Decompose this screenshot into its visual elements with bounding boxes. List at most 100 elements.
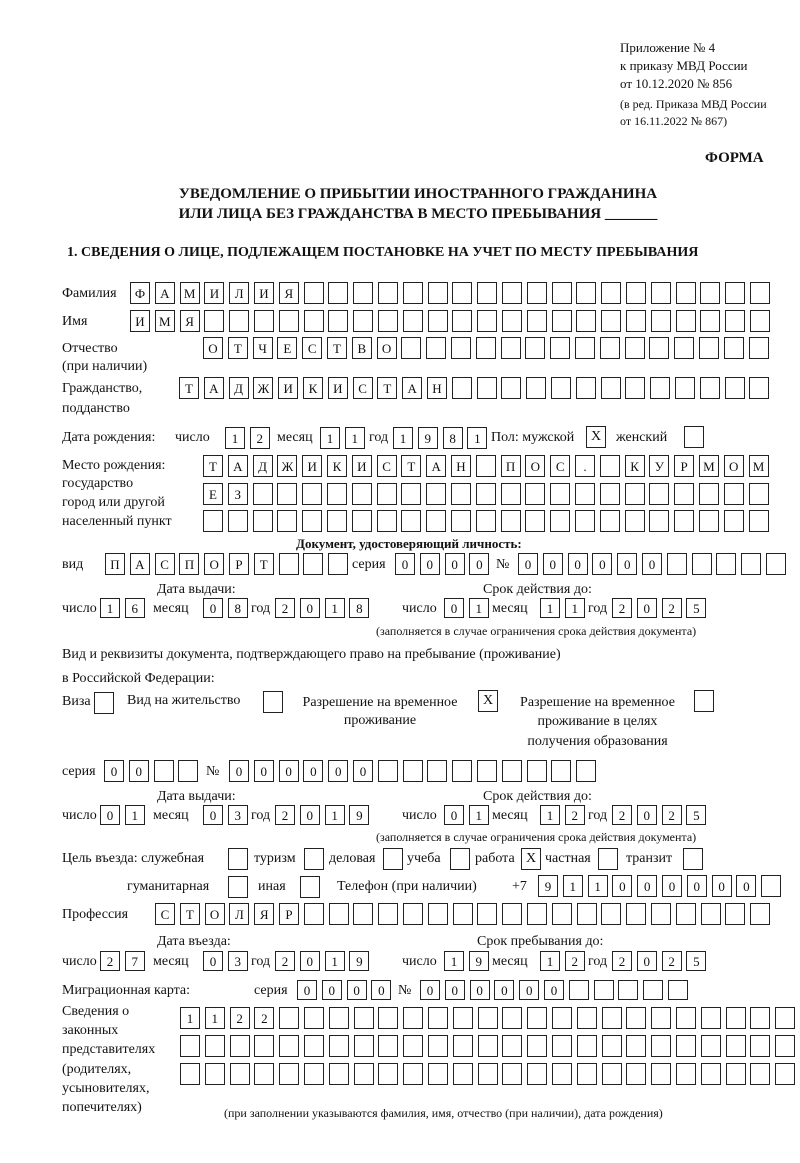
char-cell[interactable]	[675, 282, 696, 304]
char-cell[interactable]	[476, 377, 497, 399]
char-cell[interactable]: 0	[419, 553, 440, 575]
char-cell[interactable]: 0	[299, 805, 320, 825]
char-cell[interactable]: 1	[468, 598, 489, 618]
char-cell[interactable]	[477, 903, 498, 925]
char-cell[interactable]: 1	[225, 427, 245, 449]
char-cell[interactable]	[575, 377, 596, 399]
char-cell[interactable]	[700, 282, 721, 304]
char-cell[interactable]: М	[154, 310, 175, 332]
char-cell[interactable]	[452, 282, 473, 304]
char-cell[interactable]: 0	[203, 598, 223, 618]
purpose-transit-checkbox[interactable]	[683, 848, 703, 870]
char-cell[interactable]: С	[550, 455, 571, 477]
char-cell[interactable]: 1	[540, 805, 560, 825]
char-cell[interactable]	[477, 1035, 498, 1057]
char-cell[interactable]: Р	[228, 553, 249, 575]
char-cell[interactable]	[328, 903, 349, 925]
char-cell[interactable]: О	[203, 337, 223, 359]
char-cell[interactable]	[700, 1007, 721, 1029]
char-cell[interactable]	[500, 510, 521, 532]
char-cell[interactable]	[650, 903, 671, 925]
char-cell[interactable]: 0	[299, 598, 320, 618]
char-cell[interactable]	[568, 980, 589, 1000]
char-cell[interactable]: 1	[587, 875, 608, 897]
char-cell[interactable]: 1	[393, 427, 413, 449]
char-cell[interactable]: 9	[349, 951, 370, 971]
char-cell[interactable]	[501, 310, 522, 332]
char-cell[interactable]	[550, 483, 571, 505]
char-cell[interactable]: И	[204, 282, 225, 304]
char-cell[interactable]	[475, 483, 496, 505]
char-cell[interactable]	[651, 1007, 672, 1029]
char-cell[interactable]	[302, 483, 323, 505]
char-cell[interactable]	[326, 483, 347, 505]
char-cell[interactable]	[427, 310, 448, 332]
char-cell[interactable]	[698, 337, 719, 359]
char-cell[interactable]: Н	[450, 455, 471, 477]
char-cell[interactable]: М	[748, 455, 769, 477]
char-cell[interactable]	[775, 1007, 796, 1029]
char-cell[interactable]	[576, 903, 597, 925]
char-cell[interactable]: 1	[468, 805, 489, 825]
char-cell[interactable]: 2	[100, 951, 120, 971]
char-cell[interactable]: О	[723, 455, 744, 477]
char-cell[interactable]: Ф	[130, 282, 150, 304]
char-cell[interactable]: 1	[100, 598, 120, 618]
char-cell[interactable]: 0	[253, 760, 274, 782]
char-cell[interactable]	[576, 1035, 597, 1057]
char-cell[interactable]: 0	[229, 760, 249, 782]
char-cell[interactable]: 0	[444, 553, 465, 575]
char-cell[interactable]	[326, 510, 347, 532]
char-cell[interactable]	[254, 1035, 275, 1057]
char-cell[interactable]: И	[302, 455, 323, 477]
char-cell[interactable]	[452, 1035, 473, 1057]
char-cell[interactable]	[550, 377, 571, 399]
char-cell[interactable]: 0	[592, 553, 613, 575]
char-cell[interactable]: 0	[395, 553, 415, 575]
char-cell[interactable]	[750, 1063, 771, 1085]
residence-permit-checkbox[interactable]	[263, 691, 283, 713]
char-cell[interactable]	[401, 510, 422, 532]
char-cell[interactable]	[761, 875, 782, 897]
char-cell[interactable]: 1	[324, 598, 345, 618]
char-cell[interactable]	[501, 377, 522, 399]
char-cell[interactable]: Е	[277, 337, 298, 359]
purpose-humanitarian-checkbox[interactable]	[228, 876, 248, 898]
char-cell[interactable]	[551, 760, 572, 782]
char-cell[interactable]	[303, 1035, 324, 1057]
char-cell[interactable]: Т	[401, 455, 422, 477]
char-cell[interactable]: 1	[467, 427, 488, 449]
char-cell[interactable]: 0	[346, 980, 367, 1000]
char-cell[interactable]	[724, 377, 745, 399]
char-cell[interactable]	[377, 760, 398, 782]
char-cell[interactable]	[643, 980, 664, 1000]
char-cell[interactable]	[765, 553, 786, 575]
char-cell[interactable]	[353, 310, 374, 332]
char-cell[interactable]	[601, 1007, 622, 1029]
char-cell[interactable]: 1	[344, 427, 365, 449]
char-cell[interactable]: 0	[661, 875, 682, 897]
char-cell[interactable]	[303, 1007, 324, 1029]
char-cell[interactable]	[649, 337, 670, 359]
char-cell[interactable]	[302, 510, 323, 532]
char-cell[interactable]: А	[426, 455, 447, 477]
char-cell[interactable]	[502, 1035, 523, 1057]
char-cell[interactable]	[351, 483, 372, 505]
char-cell[interactable]	[527, 1007, 548, 1029]
char-cell[interactable]	[229, 310, 250, 332]
temporary-residence-checkbox[interactable]: X	[478, 690, 498, 712]
char-cell[interactable]	[378, 1035, 399, 1057]
char-cell[interactable]	[551, 1035, 572, 1057]
char-cell[interactable]: 2	[249, 427, 270, 449]
char-cell[interactable]: 0	[636, 598, 657, 618]
char-cell[interactable]: Д	[252, 455, 273, 477]
char-cell[interactable]	[403, 1035, 424, 1057]
char-cell[interactable]	[574, 510, 595, 532]
char-cell[interactable]	[254, 1063, 275, 1085]
